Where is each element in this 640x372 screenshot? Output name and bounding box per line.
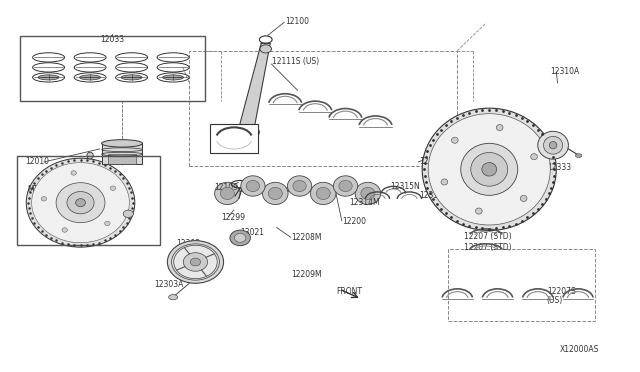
Bar bbox=[210, 124, 258, 153]
Ellipse shape bbox=[549, 141, 557, 149]
Text: 12109: 12109 bbox=[214, 183, 239, 192]
Text: 12303A: 12303A bbox=[154, 280, 183, 289]
Ellipse shape bbox=[183, 253, 207, 271]
Ellipse shape bbox=[287, 176, 312, 196]
Text: 12207 (STD): 12207 (STD) bbox=[464, 231, 511, 241]
Ellipse shape bbox=[26, 158, 135, 247]
Ellipse shape bbox=[234, 126, 259, 138]
Ellipse shape bbox=[441, 179, 448, 185]
Text: 12209M: 12209M bbox=[291, 270, 322, 279]
Text: 12330: 12330 bbox=[419, 157, 443, 166]
Text: X12000AS: X12000AS bbox=[559, 344, 599, 353]
Ellipse shape bbox=[482, 163, 497, 176]
Ellipse shape bbox=[246, 180, 260, 192]
Ellipse shape bbox=[56, 183, 105, 223]
Text: 12333: 12333 bbox=[547, 163, 571, 172]
Text: 12299: 12299 bbox=[221, 213, 245, 222]
Text: 12310A3: 12310A3 bbox=[87, 200, 121, 209]
Ellipse shape bbox=[67, 192, 94, 214]
Ellipse shape bbox=[38, 75, 59, 80]
Text: 12315N: 12315N bbox=[390, 182, 420, 190]
Ellipse shape bbox=[80, 75, 100, 80]
Polygon shape bbox=[239, 43, 270, 128]
Ellipse shape bbox=[102, 140, 143, 147]
Ellipse shape bbox=[168, 241, 223, 283]
Text: 12310A: 12310A bbox=[550, 67, 579, 76]
Ellipse shape bbox=[268, 187, 282, 199]
Ellipse shape bbox=[422, 108, 556, 231]
Ellipse shape bbox=[316, 187, 330, 199]
Text: MT: MT bbox=[28, 185, 39, 194]
Ellipse shape bbox=[543, 137, 563, 154]
Text: 12100: 12100 bbox=[285, 17, 309, 26]
Ellipse shape bbox=[520, 195, 527, 202]
Text: 12200: 12200 bbox=[342, 217, 366, 226]
Text: 12331: 12331 bbox=[470, 187, 494, 196]
Ellipse shape bbox=[339, 180, 352, 192]
Ellipse shape bbox=[220, 187, 234, 199]
Text: 12310: 12310 bbox=[61, 191, 85, 200]
Ellipse shape bbox=[531, 154, 538, 160]
Text: 13021: 13021 bbox=[240, 228, 264, 237]
Text: (STD): (STD) bbox=[221, 139, 243, 148]
Ellipse shape bbox=[310, 182, 336, 205]
Text: 12010: 12010 bbox=[25, 157, 49, 166]
Ellipse shape bbox=[538, 131, 568, 159]
Bar bbox=[189, 51, 458, 166]
Ellipse shape bbox=[31, 163, 129, 243]
Ellipse shape bbox=[105, 221, 110, 226]
Ellipse shape bbox=[496, 125, 503, 131]
Ellipse shape bbox=[87, 152, 93, 159]
Ellipse shape bbox=[476, 208, 482, 214]
Ellipse shape bbox=[173, 245, 217, 279]
Ellipse shape bbox=[361, 187, 375, 199]
Text: 12033: 12033 bbox=[100, 35, 125, 44]
Ellipse shape bbox=[76, 199, 85, 207]
Ellipse shape bbox=[355, 182, 381, 205]
Ellipse shape bbox=[163, 75, 184, 80]
Ellipse shape bbox=[241, 176, 265, 196]
Ellipse shape bbox=[123, 210, 133, 218]
Bar bbox=[17, 156, 161, 245]
Ellipse shape bbox=[110, 186, 116, 190]
Text: 12207S: 12207S bbox=[547, 287, 575, 296]
Text: 12208M: 12208M bbox=[291, 233, 322, 243]
Ellipse shape bbox=[333, 176, 358, 196]
Ellipse shape bbox=[234, 234, 246, 242]
Ellipse shape bbox=[169, 295, 177, 300]
Ellipse shape bbox=[471, 153, 508, 186]
Ellipse shape bbox=[62, 228, 67, 232]
Bar bbox=[20, 36, 205, 101]
Text: 12310E: 12310E bbox=[419, 191, 448, 200]
Ellipse shape bbox=[190, 258, 200, 266]
Ellipse shape bbox=[575, 154, 582, 157]
Text: 12314M: 12314M bbox=[349, 198, 380, 207]
Text: 12207 (STD): 12207 (STD) bbox=[464, 243, 514, 251]
Text: 12303: 12303 bbox=[176, 239, 200, 248]
Ellipse shape bbox=[41, 196, 47, 201]
Text: 12111S: 12111S bbox=[221, 128, 250, 137]
Text: FRONT: FRONT bbox=[336, 287, 362, 296]
Ellipse shape bbox=[461, 143, 518, 195]
Bar bbox=[102, 143, 143, 164]
Ellipse shape bbox=[71, 171, 76, 175]
Ellipse shape bbox=[262, 182, 288, 205]
Bar bbox=[108, 154, 136, 164]
Text: (US): (US) bbox=[547, 296, 563, 305]
Bar bbox=[448, 249, 595, 321]
Ellipse shape bbox=[451, 137, 458, 143]
Ellipse shape bbox=[293, 180, 306, 192]
Ellipse shape bbox=[121, 75, 142, 80]
Text: 12111S (US): 12111S (US) bbox=[272, 57, 319, 66]
Ellipse shape bbox=[260, 45, 271, 53]
Ellipse shape bbox=[214, 182, 240, 205]
Ellipse shape bbox=[428, 114, 550, 225]
Ellipse shape bbox=[230, 230, 250, 246]
